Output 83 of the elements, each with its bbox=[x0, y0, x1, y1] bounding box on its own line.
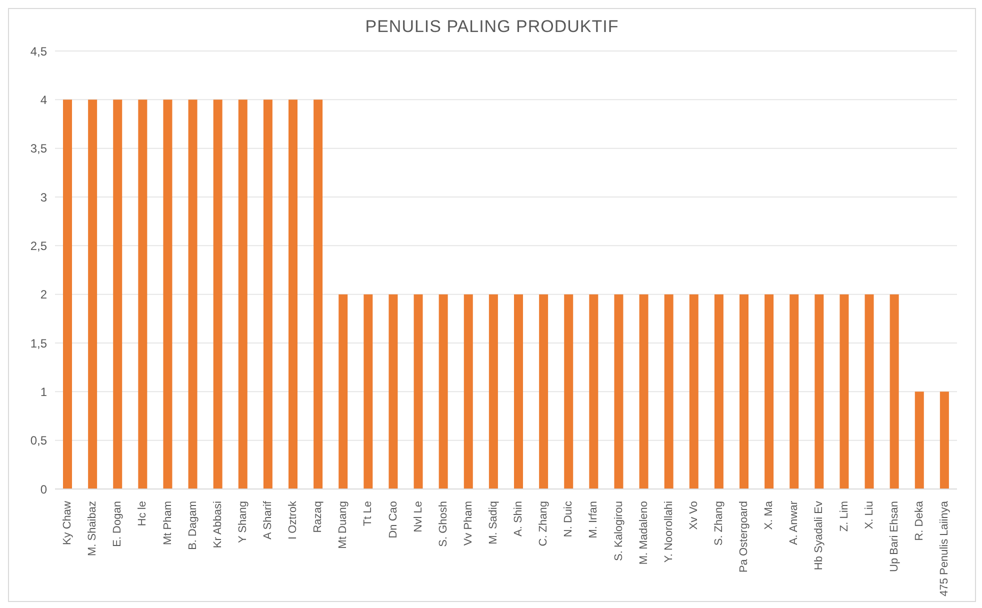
x-tick-label: Razaq bbox=[312, 501, 324, 533]
bar bbox=[614, 294, 624, 489]
x-tick-label: Dn Cao bbox=[387, 501, 400, 538]
x-tick-label: Nvl Le bbox=[412, 501, 424, 532]
x-tick-label: Vv Pham bbox=[462, 501, 474, 546]
x-tick-label: X. Liu bbox=[863, 501, 876, 530]
x-tick-label: Xv Vo bbox=[688, 501, 700, 530]
bar bbox=[940, 392, 949, 489]
bar bbox=[840, 294, 849, 489]
x-tick-label: M. Madaleno bbox=[638, 501, 650, 565]
bar bbox=[890, 294, 899, 489]
x-tick-label: M. Irfan bbox=[588, 501, 600, 538]
y-tick-label: 3 bbox=[40, 190, 48, 204]
x-tick-label: A Sharif bbox=[262, 500, 274, 540]
x-tick-label: Up Bari Ehsan bbox=[888, 501, 900, 572]
y-tick-label: 2 bbox=[40, 288, 48, 302]
x-tick-label: Tt Le bbox=[362, 501, 374, 526]
x-tick-label: 475 Penulis Laiinya bbox=[938, 500, 950, 596]
bar bbox=[63, 100, 72, 489]
x-tick-label: R. Deka bbox=[913, 500, 926, 541]
x-tick-label: Y Shang bbox=[236, 501, 249, 544]
x-tick-label: X. Ma bbox=[763, 500, 776, 530]
bar bbox=[864, 294, 874, 489]
x-tick-label: C. Zhang bbox=[538, 501, 550, 546]
y-tick-label: 2,5 bbox=[30, 238, 48, 253]
bar bbox=[364, 294, 373, 489]
x-tick-label: Y. Noorollahi bbox=[662, 501, 675, 563]
bar bbox=[238, 100, 248, 489]
y-tick-label: 4 bbox=[40, 92, 48, 107]
x-tick-label: Kr Abbasi bbox=[212, 501, 224, 548]
bar bbox=[539, 294, 548, 489]
bar bbox=[564, 294, 574, 489]
y-tick-label: 0,5 bbox=[30, 434, 48, 448]
x-tick-label: Z. Lim bbox=[838, 501, 850, 532]
bar bbox=[514, 294, 523, 489]
x-tick-label: M. Shaibaz bbox=[86, 501, 99, 556]
x-tick-label: S. Kalogirou bbox=[612, 501, 625, 561]
bar bbox=[314, 100, 323, 489]
bar bbox=[213, 100, 222, 489]
x-tick-label: Mt Pham bbox=[162, 501, 174, 546]
bar bbox=[714, 294, 724, 489]
y-tick-label: 4,5 bbox=[30, 44, 48, 58]
x-tick-label: B. Dagam bbox=[186, 501, 199, 550]
bar bbox=[639, 294, 648, 489]
x-tick-label: Hb Syadali Ev bbox=[813, 500, 826, 570]
bar bbox=[388, 294, 398, 489]
bar bbox=[188, 100, 198, 489]
bar bbox=[689, 294, 698, 489]
y-tick-label: 3,5 bbox=[30, 142, 48, 156]
bar bbox=[263, 100, 272, 489]
bar bbox=[488, 294, 498, 489]
x-tick-label: Hc le bbox=[136, 501, 149, 526]
bar bbox=[790, 294, 799, 489]
bar bbox=[113, 100, 122, 489]
bar bbox=[438, 294, 448, 489]
x-tick-label: A. Anwar bbox=[788, 500, 800, 546]
bar bbox=[589, 294, 598, 489]
bar bbox=[288, 100, 298, 489]
x-tick-label: Ky Chaw bbox=[62, 500, 74, 546]
bar bbox=[464, 294, 473, 489]
bar bbox=[163, 100, 172, 489]
x-tick-label: I Oztrok bbox=[287, 500, 300, 540]
y-tick-label: 1 bbox=[40, 384, 48, 399]
x-tick-label: E. Dogan bbox=[112, 501, 124, 547]
x-tick-label: M. Sadiq bbox=[487, 501, 500, 544]
x-tick-label: S. Zhang bbox=[712, 501, 725, 546]
bar bbox=[814, 294, 824, 489]
bar bbox=[338, 294, 348, 489]
x-tick-label: Mt Duang bbox=[337, 501, 350, 549]
bar bbox=[414, 294, 423, 489]
bar bbox=[664, 294, 674, 489]
bar bbox=[138, 100, 148, 489]
bar bbox=[88, 100, 98, 489]
x-tick-label: S. Ghosh bbox=[437, 501, 450, 547]
x-tick-label: A. Shin bbox=[512, 501, 525, 536]
chart-title: PENULIS PALING PRODUKTIF bbox=[364, 16, 620, 38]
x-tick-label: N. Duic bbox=[562, 500, 575, 538]
x-tick-label: Pa Ostergoard bbox=[738, 501, 750, 573]
y-tick-label: 1,5 bbox=[30, 336, 48, 350]
bar bbox=[740, 294, 748, 489]
bar bbox=[764, 294, 774, 489]
y-tick-label: 0 bbox=[40, 482, 48, 496]
bar bbox=[914, 392, 924, 489]
